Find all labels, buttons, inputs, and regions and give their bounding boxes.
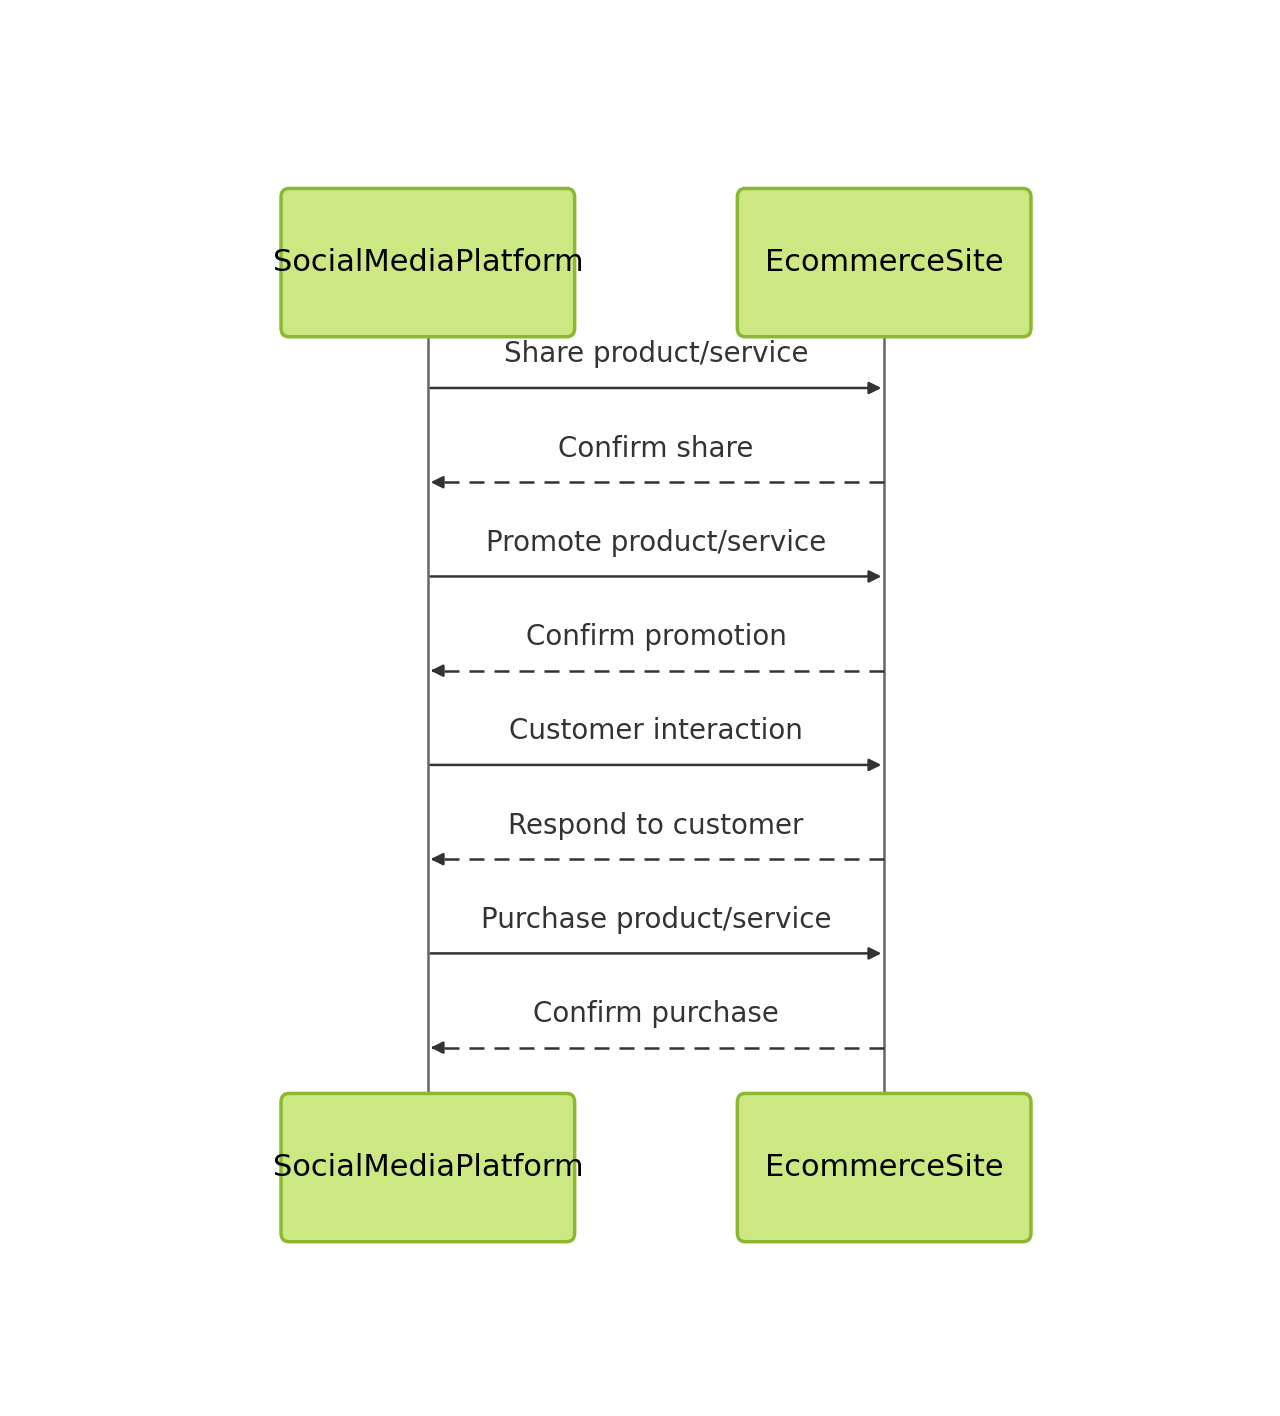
- FancyBboxPatch shape: [282, 1093, 575, 1242]
- Text: Respond to customer: Respond to customer: [508, 811, 804, 840]
- Text: SocialMediaPlatform: SocialMediaPlatform: [273, 1153, 584, 1182]
- Text: Confirm promotion: Confirm promotion: [526, 623, 786, 651]
- Text: Promote product/service: Promote product/service: [486, 528, 826, 556]
- FancyBboxPatch shape: [737, 1093, 1030, 1242]
- FancyBboxPatch shape: [737, 188, 1030, 337]
- Text: Purchase product/service: Purchase product/service: [481, 906, 831, 933]
- Text: Confirm purchase: Confirm purchase: [532, 1000, 780, 1028]
- Text: EcommerceSite: EcommerceSite: [765, 1153, 1004, 1182]
- Text: Customer interaction: Customer interaction: [509, 718, 803, 745]
- FancyBboxPatch shape: [282, 188, 575, 337]
- Text: SocialMediaPlatform: SocialMediaPlatform: [273, 248, 584, 278]
- Text: EcommerceSite: EcommerceSite: [765, 248, 1004, 278]
- Text: Confirm share: Confirm share: [558, 435, 754, 463]
- Text: Share product/service: Share product/service: [504, 340, 808, 368]
